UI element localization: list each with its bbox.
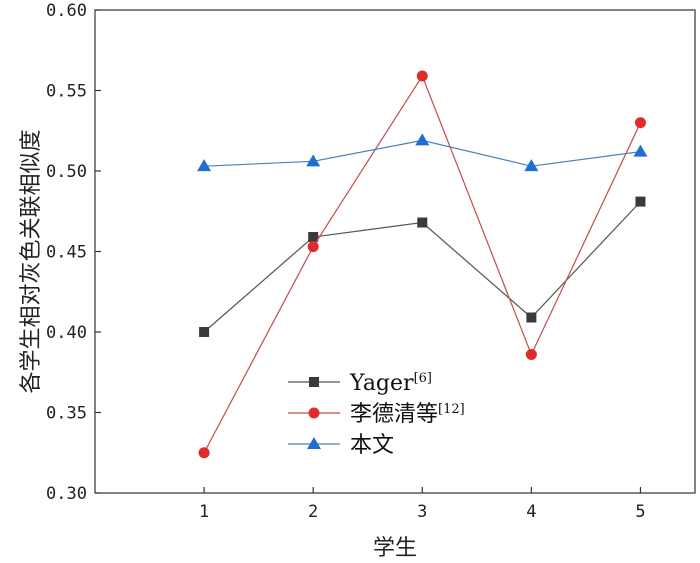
data-point xyxy=(199,327,210,337)
data-point xyxy=(416,70,428,82)
y-tick-label: 0.45 xyxy=(46,243,87,263)
legend-label: 李德清等[12] xyxy=(350,402,465,427)
ticks: 0.30 0.35 0.40 0.45 0.50 0.55 0.60 1 2 3 4 5 xyxy=(46,1,646,522)
y-axis-title: 各学生相对灰色关联相似度 xyxy=(19,129,44,393)
y-tick-label: 0.55 xyxy=(46,82,87,102)
x-tick-label: 5 xyxy=(635,502,645,522)
data-point xyxy=(197,159,212,172)
legend: Yager[6] 李德清等[12] 本文 xyxy=(288,371,465,458)
legend-marker xyxy=(308,407,320,419)
data-point xyxy=(634,117,646,129)
y-tick-label: 0.50 xyxy=(46,162,87,182)
legend-label: Yager[6] xyxy=(349,371,432,396)
x-tick-label: 1 xyxy=(199,502,209,522)
series-3 xyxy=(197,133,648,172)
data-point xyxy=(417,217,428,228)
data-point xyxy=(307,241,319,253)
data-point xyxy=(415,133,430,146)
series-1 xyxy=(199,196,646,337)
y-tick-label: 0.35 xyxy=(46,404,87,424)
data-point xyxy=(633,144,648,157)
legend-item: 李德清等[12] xyxy=(288,402,465,427)
y-tick-label: 0.60 xyxy=(46,1,87,21)
data-point xyxy=(308,232,319,243)
legend-label: 本文 xyxy=(350,433,394,458)
x-axis-title: 学生 xyxy=(373,536,417,561)
x-tick-label: 4 xyxy=(526,502,536,522)
x-tick-label: 3 xyxy=(417,502,427,522)
data-point xyxy=(635,196,646,207)
data-point xyxy=(525,349,537,361)
legend-item: 本文 xyxy=(288,433,394,458)
legend-marker xyxy=(309,377,319,387)
legend-marker xyxy=(307,437,321,449)
series-line xyxy=(203,74,641,454)
legend-citation: [12] xyxy=(438,402,465,417)
data-point xyxy=(306,154,321,167)
data-point xyxy=(524,159,539,172)
data-point xyxy=(198,447,210,459)
y-tick-label: 0.40 xyxy=(46,323,87,343)
series-2 xyxy=(198,70,646,459)
data-point xyxy=(526,312,537,323)
legend-item: Yager[6] xyxy=(288,371,432,396)
legend-citation: [6] xyxy=(414,371,432,386)
series-layer xyxy=(197,70,648,459)
y-tick-label: 0.30 xyxy=(46,484,87,504)
x-tick-label: 2 xyxy=(308,502,318,522)
